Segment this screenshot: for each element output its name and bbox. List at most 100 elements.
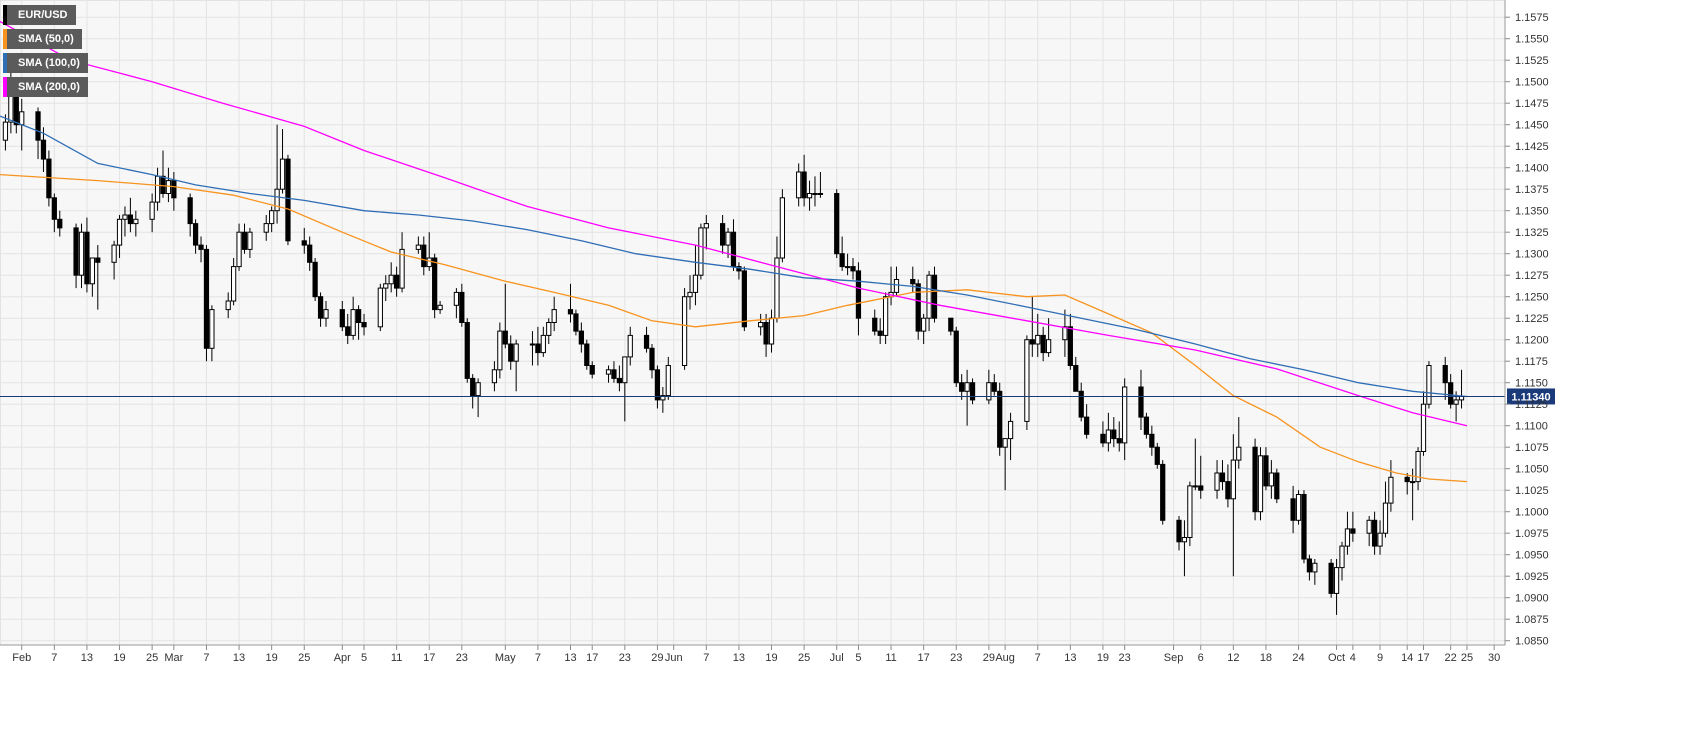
candle-body [160,175,166,195]
candle [627,326,633,366]
candle-body [959,382,965,392]
candle-body [768,317,775,345]
candle [1154,442,1160,469]
candle [1111,417,1117,448]
current-price-tag [1507,388,1555,405]
candle-body [1404,476,1410,483]
candle-body [627,334,633,358]
candle-body [812,193,818,195]
candle-body [225,300,231,311]
candle-body [872,317,878,332]
x-tick-label: 17 [586,652,598,664]
candle [339,301,345,332]
y-tick-label: 1.1175 [1515,356,1548,368]
x-tick-label: 19 [266,652,278,664]
candle [1252,438,1258,521]
candle-body [127,214,134,225]
candle [931,266,938,323]
x-tick-label: 11 [885,652,896,664]
candle [1187,481,1193,547]
legend-item: EUR/USD [3,5,76,25]
candle-body [1295,494,1302,521]
candle-body [1138,386,1144,418]
legend-swatch [3,77,7,97]
candle-body [877,330,883,336]
candle-body [192,223,199,246]
candle [95,245,101,310]
candle-body [1116,438,1122,444]
candle-body [605,369,612,375]
candle [801,154,807,207]
y-tick-label: 1.1225 [1515,313,1549,325]
candle-body [1067,326,1073,366]
candle-body [779,197,786,259]
candle [475,378,481,418]
candle [719,215,726,254]
candle [388,262,394,293]
candle-body [89,257,95,285]
candle-body [948,317,954,332]
grid [0,0,1505,645]
candle-body [19,111,25,126]
candle-body [323,309,329,319]
candle-body [573,313,579,332]
x-tick-label: 11 [391,652,402,664]
x-tick-label: 7 [703,652,709,664]
candle-body [665,365,671,397]
candle-body [508,343,514,362]
candle [953,326,959,387]
y-tick-label: 1.1400 [1515,163,1549,175]
candle-body [681,296,688,367]
x-tick-label: 23 [950,652,962,664]
candle [1062,309,1068,357]
y-tick-label: 1.1425 [1515,141,1549,153]
candle [915,279,921,340]
candle [116,215,123,258]
candle-body [133,218,139,225]
candle [1225,464,1231,508]
candle-body [1388,476,1394,504]
candle-body [1192,485,1198,488]
x-tick-label: 6 [1198,652,1204,664]
candle-body [698,227,704,276]
candle [171,172,177,211]
candle-body [241,231,248,250]
candle [839,236,845,271]
candle-body [1040,334,1046,354]
candle-body [1100,433,1106,444]
y-tick-label: 1.0900 [1515,593,1549,605]
x-tick-label: 13 [1064,652,1076,664]
y-tick-label: 1.0875 [1515,614,1549,626]
candle [247,227,253,258]
x-tick-label: Aug [995,652,1015,664]
candle [812,176,818,207]
candle [687,275,693,310]
current-price-label: 1.11340 [1511,391,1550,403]
candle-body [345,326,351,336]
candle [698,223,704,280]
candle [1040,326,1046,362]
candle [1382,481,1389,538]
legend-label: SMA (50,0) [18,33,74,45]
x-tick-label: 7 [51,652,57,664]
candle-body [649,347,655,371]
candle [437,301,443,314]
candle-body [806,193,813,199]
candle [317,292,324,327]
candle [84,217,90,293]
candle-body [725,231,731,246]
x-tick-label: Oct [1328,652,1345,664]
candle [1100,421,1106,448]
candle [622,356,628,422]
candle-body [551,309,557,324]
candle-body [1442,365,1448,384]
candle-body [95,257,101,263]
candle-body [1187,485,1193,538]
candle-body [394,274,400,289]
candle [855,262,862,336]
candle-body [915,283,921,332]
candle-body [1252,446,1258,513]
y-tick-label: 1.1250 [1515,292,1549,304]
candle [508,335,514,370]
candle-body [361,322,367,328]
